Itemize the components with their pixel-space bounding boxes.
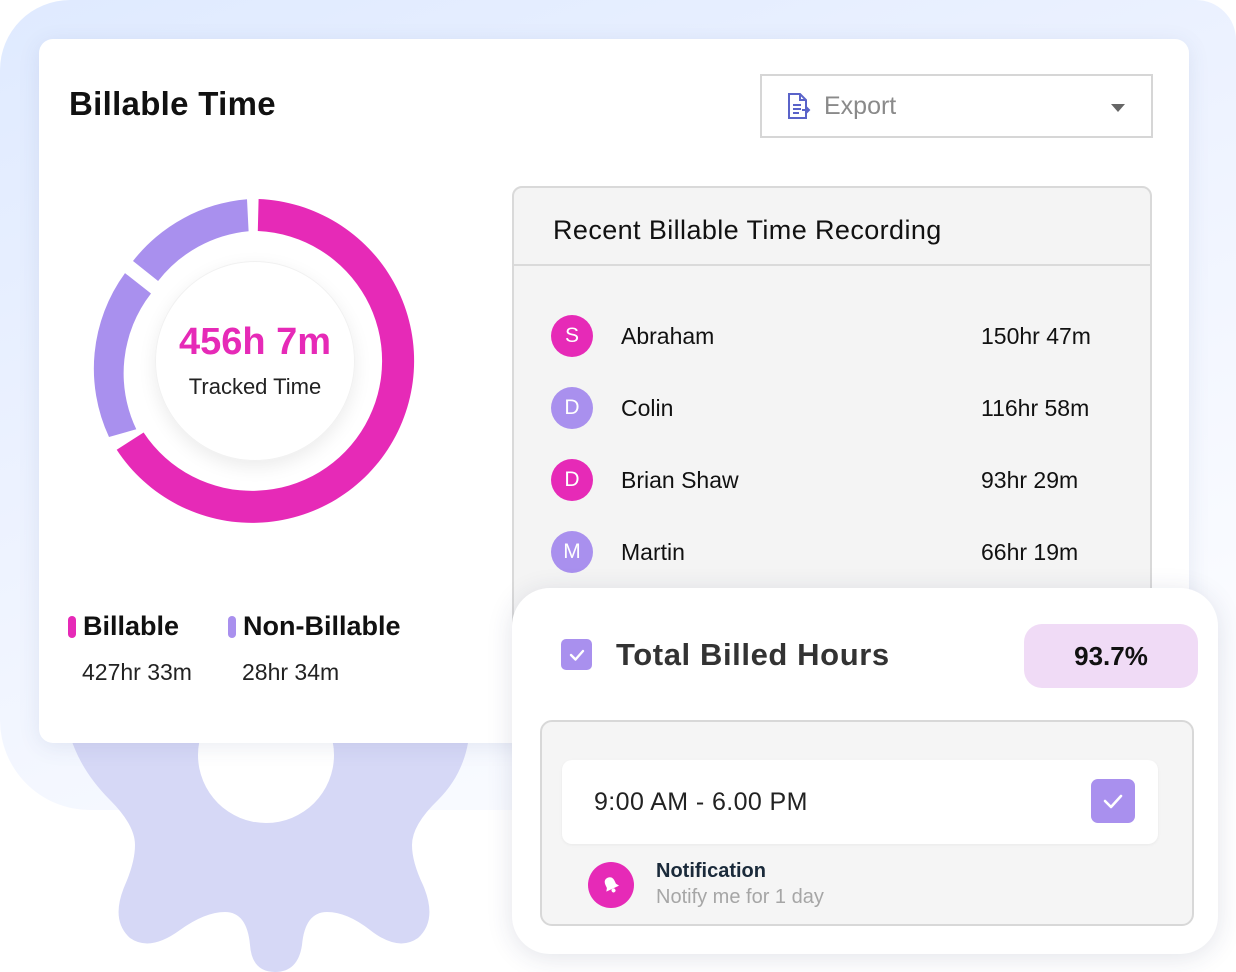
donut-segment-non-billable-lower — [93, 273, 151, 437]
avatar: S — [551, 315, 593, 357]
legend-non-billable: Non-Billable 28hr 34m — [228, 611, 401, 686]
card-title: Billable Time — [69, 85, 276, 122]
legend-billable: Billable 427hr 33m — [68, 611, 192, 686]
person-name: Martin — [621, 538, 685, 565]
person-hours: 116hr 58m — [981, 394, 1090, 421]
time-range-field[interactable]: 9:00 AM - 6.00 PM — [562, 760, 1158, 844]
total-billed-checkbox[interactable] — [561, 639, 592, 670]
total-billed-card: Total Billed Hours 93.7% 9:00 AM - 6.00 … — [512, 588, 1218, 954]
legend-value-non-billable: 28hr 34m — [242, 659, 340, 685]
recent-recordings-panel: Recent Billable Time Recording S Abraham… — [512, 186, 1152, 656]
avatar: M — [551, 531, 593, 573]
list-item[interactable]: D Colin 116hr 58m — [551, 386, 1121, 430]
person-hours: 93hr 29m — [981, 466, 1079, 493]
notification-title: Notification — [656, 860, 766, 882]
time-range-text: 9:00 AM - 6.00 PM — [594, 787, 808, 816]
schedule-panel: 9:00 AM - 6.00 PM Notification Notify me… — [540, 720, 1194, 926]
export-label: Export — [824, 91, 897, 120]
list-item[interactable]: M Martin 66hr 19m — [551, 530, 1121, 574]
tracked-time-label: Tracked Time — [188, 373, 322, 399]
legend-marker-non-billable — [228, 615, 236, 638]
legend-marker-billable — [68, 615, 76, 638]
notification-subtitle: Notify me for 1 day — [656, 886, 824, 908]
check-icon — [569, 649, 584, 661]
tracked-time-donut: 456h 7m Tracked Time — [85, 191, 425, 531]
tracked-time-value: 456h 7m — [178, 321, 332, 364]
person-hours: 66hr 19m — [981, 538, 1079, 565]
time-range-checkbox[interactable] — [1091, 779, 1135, 823]
person-hours: 150hr 47m — [981, 322, 1091, 349]
person-name: Abraham — [621, 322, 715, 349]
recent-recordings-title: Recent Billable Time Recording — [514, 188, 1150, 266]
check-icon — [1103, 794, 1123, 809]
donut-segment-non-billable-upper — [133, 199, 249, 281]
legend-label-non-billable: Non-Billable — [243, 611, 401, 641]
person-name: Colin — [621, 394, 674, 421]
donut-center: 456h 7m Tracked Time — [155, 261, 355, 461]
chevron-down-icon — [1111, 104, 1125, 112]
avatar: D — [551, 387, 593, 429]
bell-icon — [588, 862, 634, 908]
legend-label-billable: Billable — [83, 611, 180, 641]
legend-value-billable: 427hr 33m — [82, 659, 192, 685]
document-export-icon — [784, 92, 812, 120]
person-name: Brian Shaw — [621, 466, 739, 493]
export-dropdown[interactable]: Export — [760, 74, 1153, 138]
list-item[interactable]: S Abraham 150hr 47m — [551, 314, 1121, 358]
billed-percent-badge: 93.7% — [1024, 624, 1198, 688]
avatar: D — [551, 459, 593, 501]
list-item[interactable]: D Brian Shaw 93hr 29m — [551, 458, 1121, 502]
total-billed-title: Total Billed Hours — [616, 637, 890, 672]
